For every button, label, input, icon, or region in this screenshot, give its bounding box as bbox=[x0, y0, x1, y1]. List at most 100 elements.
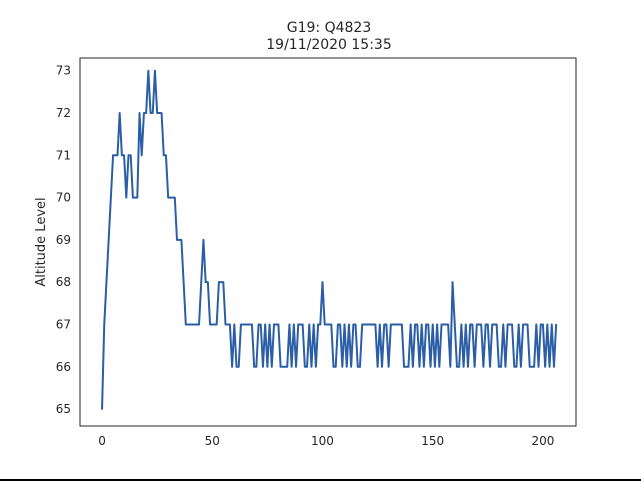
data-point bbox=[288, 323, 291, 326]
data-point bbox=[471, 323, 474, 326]
data-point bbox=[528, 365, 531, 368]
data-point bbox=[319, 323, 322, 326]
data-point bbox=[442, 323, 445, 326]
data-point bbox=[189, 323, 192, 326]
data-point bbox=[268, 323, 271, 326]
data-point bbox=[207, 281, 209, 283]
data-point bbox=[162, 154, 165, 157]
y-tick-label: 73 bbox=[56, 64, 71, 78]
data-point bbox=[482, 365, 485, 368]
data-point bbox=[310, 365, 313, 368]
data-point bbox=[515, 365, 518, 368]
data-point bbox=[321, 281, 324, 283]
altitude-series-line bbox=[101, 69, 558, 410]
data-point bbox=[348, 323, 350, 326]
data-point bbox=[464, 323, 467, 326]
data-point bbox=[387, 365, 390, 368]
data-point bbox=[396, 323, 399, 326]
data-point bbox=[326, 323, 328, 326]
data-point bbox=[290, 365, 293, 368]
data-point bbox=[449, 365, 452, 368]
data-point bbox=[202, 239, 205, 241]
data-point bbox=[462, 365, 465, 368]
data-point bbox=[423, 365, 425, 368]
data-point bbox=[436, 323, 438, 326]
data-point bbox=[520, 365, 522, 368]
data-point bbox=[511, 323, 513, 326]
data-point bbox=[255, 365, 258, 368]
data-point bbox=[460, 323, 463, 326]
data-point bbox=[370, 323, 372, 326]
data-point bbox=[156, 112, 158, 114]
data-point bbox=[401, 323, 403, 326]
data-point bbox=[420, 323, 423, 326]
data-point bbox=[524, 323, 527, 326]
data-point bbox=[134, 196, 136, 199]
data-point bbox=[125, 196, 128, 199]
data-point bbox=[379, 323, 381, 326]
data-point bbox=[356, 365, 359, 368]
data-point bbox=[220, 281, 222, 283]
data-point bbox=[431, 323, 434, 326]
data-point bbox=[376, 365, 379, 368]
data-point bbox=[129, 154, 132, 157]
x-tick-label: 150 bbox=[421, 434, 444, 448]
data-point bbox=[257, 323, 260, 326]
data-point bbox=[425, 323, 427, 326]
data-point bbox=[295, 365, 297, 368]
data-point bbox=[394, 323, 397, 326]
data-point bbox=[293, 323, 295, 326]
data-point bbox=[277, 323, 280, 326]
data-point bbox=[555, 323, 557, 326]
data-point bbox=[418, 365, 421, 368]
data-point bbox=[478, 323, 480, 326]
data-point bbox=[414, 323, 416, 326]
data-point bbox=[196, 323, 198, 326]
data-point bbox=[498, 365, 500, 368]
data-point bbox=[412, 365, 414, 368]
data-point bbox=[110, 196, 112, 199]
data-point bbox=[434, 365, 436, 368]
data-point bbox=[248, 323, 251, 326]
data-point bbox=[550, 323, 553, 326]
y-axis-label: Altitude Level bbox=[34, 197, 49, 286]
data-point bbox=[359, 365, 361, 368]
data-point bbox=[535, 323, 538, 326]
data-point bbox=[246, 323, 249, 326]
data-point bbox=[284, 365, 286, 368]
data-point bbox=[213, 323, 216, 326]
data-point bbox=[180, 239, 183, 241]
data-point bbox=[438, 365, 441, 368]
data-point bbox=[341, 365, 344, 368]
data-point bbox=[383, 323, 386, 326]
data-point bbox=[185, 323, 187, 326]
data-point bbox=[539, 323, 542, 326]
data-point bbox=[493, 323, 496, 326]
data-point bbox=[151, 112, 154, 114]
data-point bbox=[149, 112, 152, 114]
data-point bbox=[531, 365, 533, 368]
data-point bbox=[363, 323, 366, 326]
data-point bbox=[445, 323, 447, 326]
data-point bbox=[176, 239, 178, 241]
data-point bbox=[160, 112, 163, 114]
y-tick-label: 69 bbox=[56, 233, 71, 247]
data-point bbox=[323, 323, 326, 326]
data-point bbox=[502, 323, 505, 326]
data-point bbox=[548, 365, 551, 368]
data-point bbox=[145, 112, 147, 114]
data-point bbox=[354, 323, 357, 326]
data-point bbox=[374, 323, 377, 326]
data-point bbox=[337, 323, 339, 326]
y-tick-label: 66 bbox=[56, 360, 71, 374]
data-point bbox=[297, 323, 300, 326]
data-point bbox=[513, 365, 516, 368]
data-point bbox=[429, 365, 432, 368]
data-point bbox=[334, 365, 337, 368]
data-point bbox=[140, 154, 143, 157]
data-point bbox=[235, 365, 238, 368]
data-point bbox=[244, 323, 247, 326]
data-point bbox=[233, 323, 236, 326]
data-point bbox=[345, 365, 348, 368]
